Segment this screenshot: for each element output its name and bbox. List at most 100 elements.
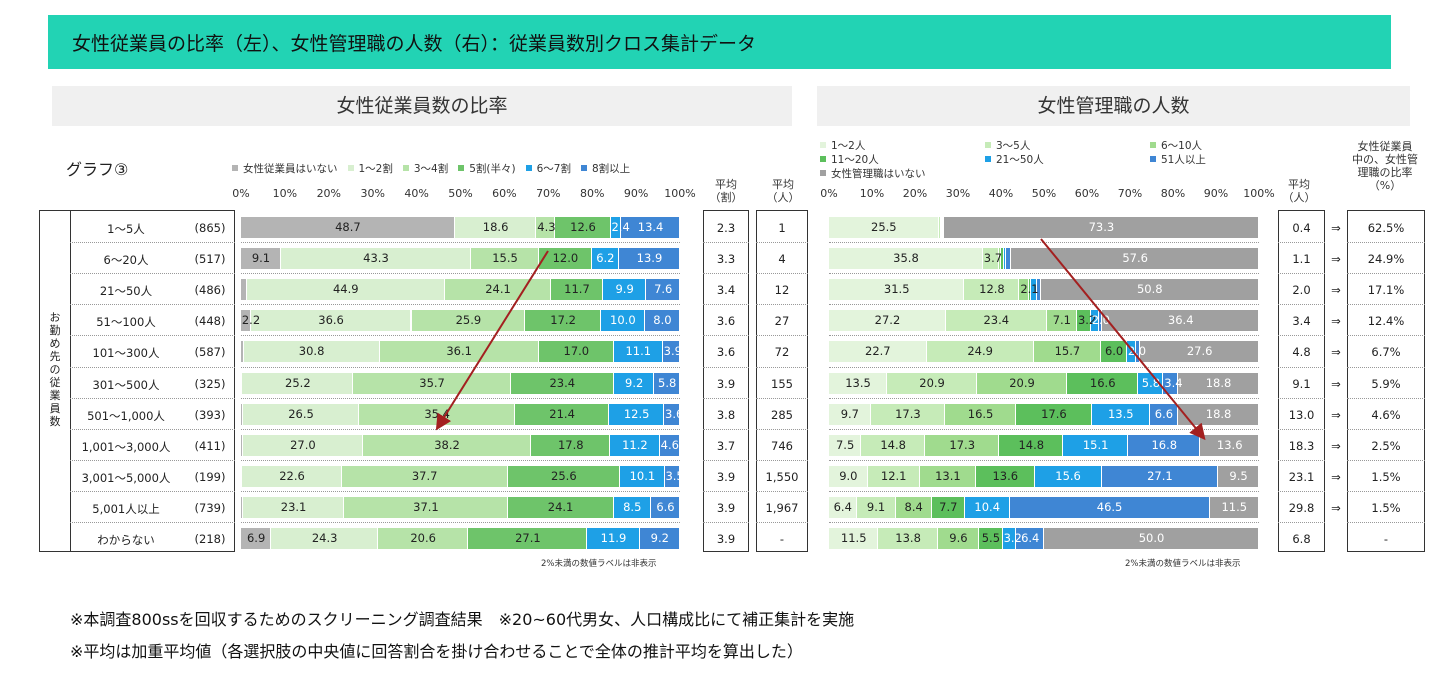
row-divider <box>70 490 235 492</box>
legend-text: 1～2割 <box>358 163 393 175</box>
bar-value-label: 7.6 <box>654 282 673 297</box>
bar-segment <box>531 434 611 456</box>
bar-value-label: 6.6 <box>1154 406 1174 421</box>
bar-value-label: 2.0 <box>1127 344 1147 359</box>
bar-value-label: 6.6 <box>656 499 675 514</box>
row-label: 501～1,000人 <box>87 408 165 423</box>
bar-value-label: 6.2 <box>596 251 615 266</box>
bar-segment <box>829 279 965 301</box>
avg-wari-value: 3.9 <box>716 532 736 547</box>
bar-segment <box>1009 496 1210 518</box>
bar-segment <box>979 528 1003 550</box>
legend-swatch <box>820 170 826 176</box>
bar-value-label: 27.6 <box>1186 344 1213 359</box>
title-banner: 女性従業員の比率（左）、女性管理職の人数（右）：従業員数別クロス集計データ <box>48 15 1391 69</box>
legend-swatch <box>820 142 826 148</box>
right-bar-row: 22.7 24.9 15.7 6.0 2.0 27.6 <box>829 341 1259 363</box>
bar-segment <box>829 217 939 239</box>
bar-value-label: 3.5 <box>665 468 684 483</box>
bar-value-label: 12.1 <box>880 468 907 483</box>
row-divider <box>703 304 749 306</box>
row-divider <box>756 459 808 461</box>
bar-segment <box>241 528 272 550</box>
left-trend-arrow <box>435 250 549 431</box>
bar-segment <box>1028 279 1031 301</box>
row-divider <box>829 459 1259 461</box>
bar-value-label: 16.8 <box>1151 437 1178 452</box>
bar-segment <box>539 248 592 270</box>
right-panel-title: 女性管理職の人数 <box>817 86 1410 126</box>
bar-segment <box>999 434 1064 456</box>
bar-value-label: 21.4 <box>549 406 575 421</box>
bar-segment <box>610 434 660 456</box>
bar-segment <box>664 465 680 487</box>
bar-segment <box>618 248 680 270</box>
bar-segment <box>602 279 647 301</box>
row-divider <box>703 273 749 275</box>
ratio-value: 1.5% <box>1371 469 1401 484</box>
legend-swatch <box>985 142 991 148</box>
bar-value-label: 50.8 <box>1136 282 1163 297</box>
bar-segment <box>507 496 614 518</box>
bar-segment <box>515 403 610 425</box>
bar-segment <box>241 496 243 518</box>
right-bar-row: 6.4 9.1 8.4 7.7 10.4 46.5 11.5 <box>829 496 1259 518</box>
bar-segment <box>246 279 445 301</box>
bar-segment <box>1178 403 1259 425</box>
bar-segment <box>250 310 412 332</box>
left-bar-row: 27.0 38.2 17.8 11.2 4.6 <box>241 434 680 456</box>
legend-text: 1～2人 <box>831 140 866 152</box>
arrow-glyph: ⇒ <box>1331 376 1341 391</box>
bar-segment <box>856 496 896 518</box>
bar-value-label: 24.3 <box>311 531 338 546</box>
right-bar-row: 13.5 20.9 20.9 16.6 5.8 3.4 18.8 <box>829 372 1259 394</box>
bar-segment <box>587 528 640 550</box>
bar-value-label: 8.4 <box>904 499 923 514</box>
axis-tick: 80% <box>1160 187 1186 200</box>
bar-value-label: 3.6 <box>665 406 684 421</box>
bar-value-label: 35.8 <box>893 251 919 266</box>
axis-tick: 50% <box>1031 187 1057 200</box>
bar-value-label: 18.6 <box>482 220 509 235</box>
bar-value-label: 35.7 <box>419 375 445 390</box>
arrow-glyph: ⇒ <box>1331 221 1341 236</box>
legend-text: 女性管理職はいない <box>831 168 926 180</box>
axis-tick: 20% <box>902 187 928 200</box>
bar-segment <box>1002 528 1017 550</box>
row-divider <box>1278 335 1325 337</box>
bar-segment <box>1140 341 1259 363</box>
bar-segment <box>659 434 680 456</box>
bar-segment <box>241 341 244 363</box>
bar-segment <box>1019 279 1029 301</box>
bar-value-label: 14.8 <box>1018 437 1045 452</box>
avg-wari-value: 3.9 <box>716 469 736 484</box>
legend-swatch <box>1150 156 1156 162</box>
bar-value-label: 10.1 <box>629 468 656 483</box>
bar-segment <box>1037 279 1041 301</box>
bar-segment <box>243 341 380 363</box>
bar-segment <box>591 248 619 270</box>
bar-value-label: 17.6 <box>1041 406 1067 421</box>
avg-nin-box <box>756 210 808 552</box>
bar-value-label: 48.7 <box>335 220 361 235</box>
row-divider <box>1347 490 1425 492</box>
ratio-value: 24.9% <box>1367 252 1405 267</box>
bar-value-label: 12.5 <box>623 406 650 421</box>
left-legend-item: 女性従業員はいない <box>232 163 338 175</box>
arrow-glyph: ⇒ <box>1331 500 1341 515</box>
axis-tick: 50% <box>448 187 473 200</box>
row-divider <box>829 522 1259 523</box>
bar-segment <box>1101 341 1127 363</box>
axis-tick: 70% <box>536 187 561 200</box>
bar-segment <box>1218 465 1259 487</box>
left-legend: 女性従業員はいない 1～2割 3～4割 5割(半々) 6～7割 8割以上 <box>232 161 640 176</box>
bar-segment <box>924 434 1000 456</box>
avg-nin-value: 72 <box>774 345 790 360</box>
bar-segment <box>1016 528 1044 550</box>
bar-value-label: 25.5 <box>871 220 897 235</box>
ratio-value: 12.4% <box>1367 314 1405 329</box>
right-bar-row: 35.8 3.7 57.6 <box>829 248 1259 270</box>
left-legend-item: 1～2割 <box>347 163 393 175</box>
bar-value-label: 4.3 <box>537 220 556 235</box>
axis-tick: 40% <box>404 187 429 200</box>
